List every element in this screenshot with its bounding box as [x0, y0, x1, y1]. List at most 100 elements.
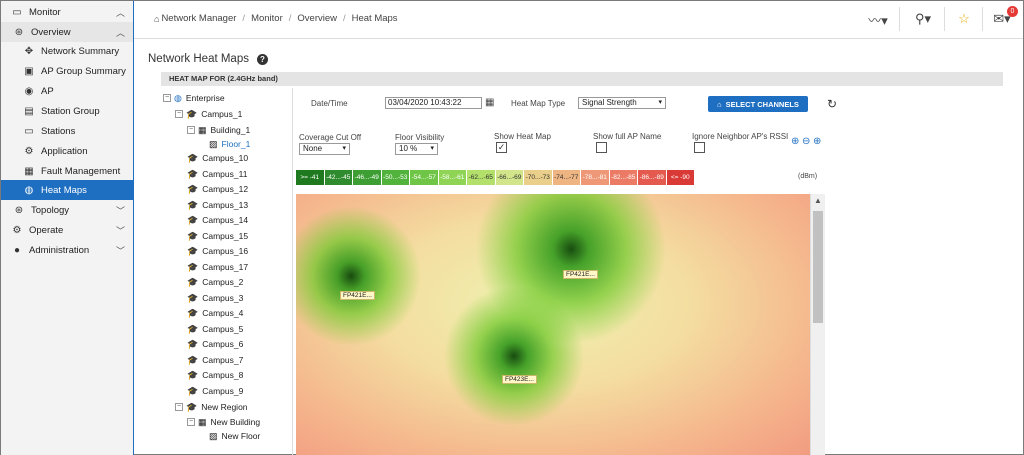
sidebar-item-station-group[interactable]: ▤ Station Group — [1, 101, 133, 121]
globe-icon: ◍ — [24, 184, 34, 196]
legend-cell: >= -41 — [296, 170, 325, 185]
tree-node-building[interactable]: − ▦ Building_1 — [187, 124, 251, 135]
tree-node-campus[interactable]: 🎓 Campus_8 — [187, 369, 244, 381]
sidebar-item-topology[interactable]: ⊛ Topology ﹀ — [1, 200, 133, 220]
sidebar-item-stations[interactable]: ▭ Stations — [1, 121, 133, 141]
sidebar-item-heat-maps[interactable]: ◍ Heat Maps — [1, 180, 133, 200]
breadcrumb-item[interactable]: Overview — [297, 13, 337, 24]
sidebar-item-label: Topology — [31, 204, 70, 216]
chevron-down-icon: ▾ — [658, 99, 662, 106]
legend-cell: -66...-69 — [495, 170, 524, 185]
ap-marker-label[interactable]: FP421E... — [563, 270, 598, 279]
collapse-icon[interactable]: − — [175, 110, 183, 118]
campus-icon: 🎓 — [187, 338, 199, 349]
tree-node-campus[interactable]: 🎓 Campus_4 — [187, 307, 244, 319]
collapse-icon[interactable]: − — [187, 126, 195, 134]
home-icon[interactable]: ⌂ — [154, 13, 160, 24]
building-icon: ▦ — [198, 416, 207, 427]
zoom-out-icon[interactable]: ⊖ — [802, 136, 811, 147]
heatmap-type-select[interactable]: Signal Strength ▾ — [578, 97, 666, 109]
tree-node-campus[interactable]: 🎓 Campus_9 — [187, 385, 244, 397]
tree-node-campus[interactable]: 🎓 Campus_7 — [187, 354, 244, 366]
chevron-up-icon[interactable]: ▲ — [814, 196, 822, 205]
calendar-icon[interactable]: ▦ — [485, 97, 495, 108]
floor-visibility-select[interactable]: 10 % ▾ — [395, 143, 438, 155]
collapse-icon[interactable]: − — [163, 94, 171, 102]
datetime-input[interactable]: 03/04/2020 10:43:22 — [385, 97, 482, 109]
notification-badge: 0 — [1007, 6, 1018, 17]
sidebar-item-label: Application — [41, 145, 88, 157]
tree-node-floor[interactable]: ▨ New Floor — [209, 430, 261, 442]
sidebar-item-application[interactable]: ⚙ Application — [1, 141, 133, 161]
tree-node-campus[interactable]: 🎓 Campus_2 — [187, 276, 244, 288]
sidebar-item-ap-group-summary[interactable]: ▣ AP Group Summary — [1, 61, 133, 81]
tree-node-building[interactable]: − ▦ New Building — [187, 416, 261, 427]
tree-node-campus[interactable]: 🎓 Campus_16 — [187, 245, 249, 257]
sidebar-item-overview[interactable]: ⊛ Overview ︿ — [1, 22, 133, 42]
refresh-icon[interactable]: ↻ — [827, 97, 838, 111]
collapse-icon[interactable]: − — [187, 418, 195, 426]
tree-node-enterprise[interactable]: − ◍ Enterprise — [163, 92, 225, 103]
sidebar-item-label: Heat Maps — [41, 184, 87, 196]
coverage-select[interactable]: None ▾ — [299, 143, 350, 155]
tree-node-campus[interactable]: 🎓 Campus_3 — [187, 292, 244, 304]
ap-marker-label[interactable]: FP423E... — [502, 375, 537, 384]
topology-icon: ⊛ — [14, 204, 24, 216]
select-channels-button[interactable]: ⌂ SELECT CHANNELS — [708, 96, 808, 112]
tree-node-campus[interactable]: 🎓 Campus_6 — [187, 338, 244, 350]
tree-node-campus[interactable]: 🎓 Campus_5 — [187, 323, 244, 335]
campus-icon: 🎓 — [186, 108, 198, 119]
collapse-icon[interactable]: − — [175, 403, 183, 411]
heatmap-scrollbar[interactable]: ▲ — [810, 194, 825, 455]
sidebar-item-administration[interactable]: ● Administration ﹀ — [1, 240, 133, 260]
sidebar-item-operate[interactable]: ⚙ Operate ﹀ — [1, 220, 133, 240]
ap-group-icon: ▣ — [24, 65, 34, 77]
tree-node-campus[interactable]: 🎓 Campus_10 — [187, 152, 249, 164]
breadcrumb-item[interactable]: Network Manager — [161, 13, 237, 24]
tree-node-campus[interactable]: 🎓 Campus_15 — [187, 230, 249, 242]
sidebar-item-fault-management[interactable]: ▦ Fault Management — [1, 161, 133, 181]
mail-icon[interactable]: ✉▾ 0 — [990, 6, 1018, 29]
search-icon[interactable]: ⚲▾ — [914, 11, 932, 26]
breadcrumb-item[interactable]: Monitor — [251, 13, 283, 24]
heatmap-canvas[interactable]: FP421E... FP421E... FP423E... — [296, 194, 810, 455]
campus-icon: 🎓 — [187, 152, 199, 163]
help-icon[interactable]: ? — [256, 53, 268, 65]
campus-icon: 🎓 — [187, 199, 199, 210]
campus-icon: 🎓 — [187, 230, 199, 241]
scrollbar-thumb[interactable] — [813, 211, 823, 323]
legend-cell: -58...-61 — [438, 170, 467, 185]
star-icon[interactable]: ☆ — [958, 11, 970, 26]
sidebar-item-ap[interactable]: ◉ AP — [1, 81, 133, 101]
zoom-in-icon[interactable]: ⊕ — [791, 136, 800, 147]
signal-legend: >= -41 -42...-45 -46...-49 -50...-53 -54...-… — [296, 170, 695, 185]
sidebar-item-network-summary[interactable]: ✥ Network Summary — [1, 41, 133, 61]
building-icon: ▦ — [198, 124, 207, 135]
station-group-icon: ▤ — [24, 105, 34, 117]
activity-icon[interactable]: 〰▾ — [868, 12, 888, 28]
campus-icon: 🎓 — [186, 401, 198, 412]
floor-icon: ▨ — [209, 430, 218, 441]
tree-node-region[interactable]: − 🎓 New Region — [175, 401, 248, 412]
campus-icon: 🎓 — [187, 369, 199, 380]
sidebar-item-monitor[interactable]: ▭ Monitor ︿ — [1, 2, 133, 22]
zoom-reset-icon[interactable]: ⊕ — [813, 136, 822, 147]
show-heatmap-checkbox[interactable]: ✓ — [496, 142, 507, 153]
tree-node-floor[interactable]: ▨ Floor_1 — [209, 138, 251, 150]
heatmap-type-label: Heat Map Type — [511, 99, 566, 108]
tree-node-campus[interactable]: 🎓 Campus_17 — [187, 261, 249, 273]
tree-node-campus[interactable]: 🎓 Campus_12 — [187, 183, 249, 195]
show-full-ap-checkbox[interactable] — [596, 142, 607, 153]
tree-node-campus[interactable]: 🎓 Campus_13 — [187, 199, 249, 211]
legend-cell: <= -90 — [666, 170, 695, 185]
tree-node-campus[interactable]: − 🎓 Campus_1 — [175, 108, 243, 119]
ignore-neighbor-checkbox[interactable] — [694, 142, 705, 153]
legend-cell: -62...-65 — [467, 170, 496, 185]
ap-marker-label[interactable]: FP421E... — [340, 291, 375, 300]
legend-cell: -86...-89 — [638, 170, 667, 185]
globe-icon: ◍ — [174, 92, 182, 103]
tree-node-campus[interactable]: 🎓 Campus_14 — [187, 214, 249, 226]
campus-icon: 🎓 — [187, 385, 199, 396]
chevron-down-icon: ▾ — [342, 145, 346, 152]
tree-node-campus[interactable]: 🎓 Campus_11 — [187, 168, 248, 180]
